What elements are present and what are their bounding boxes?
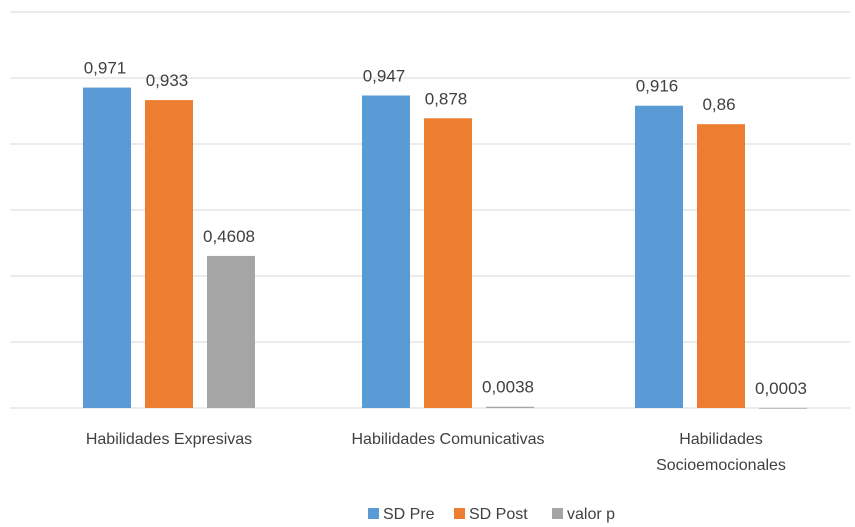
legend-swatch — [454, 508, 465, 519]
legend-label: valor p — [567, 506, 615, 523]
legend: SD Pre SD Post valor p — [368, 506, 615, 523]
bar — [145, 100, 193, 409]
data-label: 0,916 — [636, 77, 679, 96]
bar — [759, 407, 807, 409]
bar — [362, 95, 410, 409]
bar — [635, 105, 683, 408]
data-label: 0,933 — [146, 71, 189, 90]
bar — [207, 255, 255, 408]
bar — [697, 124, 745, 408]
data-label: 0,971 — [84, 59, 127, 78]
data-label: 0,0038 — [482, 378, 534, 397]
category-labels: Habilidades Expresivas Habilidades Comuni… — [86, 431, 786, 474]
data-label: 0,947 — [363, 66, 406, 85]
data-label: 0,878 — [425, 89, 468, 108]
category-label: Habilidades Expresivas — [86, 431, 252, 448]
bar — [83, 87, 131, 408]
legend-swatch — [368, 508, 379, 519]
category-label: Habilidades — [679, 431, 763, 448]
data-label: 0,86 — [702, 95, 735, 114]
bar — [424, 118, 472, 408]
bar — [486, 406, 534, 408]
legend-label: SD Post — [469, 506, 528, 523]
category-label: Habilidades Comunicativas — [352, 431, 545, 448]
bars — [83, 87, 807, 409]
category-label: Socioemocionales — [656, 457, 786, 474]
legend-swatch — [552, 508, 563, 519]
legend-label: SD Pre — [383, 506, 435, 523]
data-label: 0,4608 — [203, 227, 255, 246]
data-labels: 0,971 0,933 0,4608 0,947 0,878 0,0038 0,916 0,8… — [84, 59, 807, 398]
data-label: 0,0003 — [755, 379, 807, 398]
